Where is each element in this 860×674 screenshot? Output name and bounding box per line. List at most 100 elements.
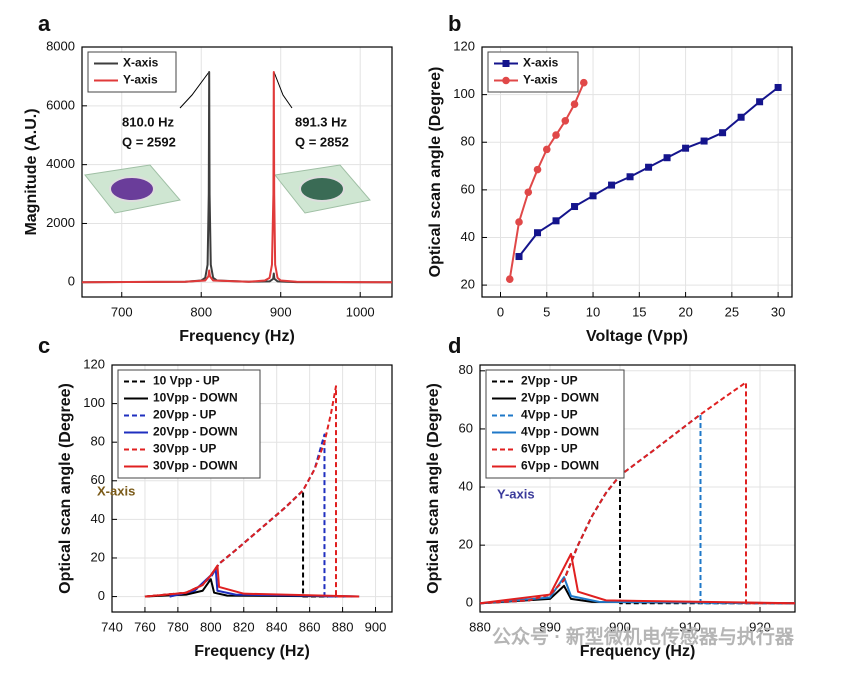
- x-tick-label: 30: [771, 304, 785, 319]
- y-tick-label: 80: [459, 362, 473, 377]
- marker: [608, 181, 616, 189]
- marker: [571, 203, 579, 211]
- marker: [663, 154, 671, 162]
- legend-label: 4Vpp - DOWN: [521, 425, 599, 439]
- marker: [570, 100, 579, 108]
- y-tick-label: 100: [83, 395, 105, 410]
- pointer: [179, 71, 210, 109]
- marker: [589, 192, 597, 200]
- legend-label: 6Vpp - UP: [521, 442, 578, 456]
- series-line: [518, 86, 779, 258]
- x-axis-title: Frequency (Hz): [194, 643, 310, 660]
- marker: [737, 113, 745, 121]
- marker: [533, 165, 542, 174]
- y-tick-label: 0: [466, 595, 473, 610]
- marker: [552, 131, 560, 139]
- x-tick-label: 740: [101, 619, 123, 634]
- y-tick-label: 6000: [46, 97, 75, 112]
- x-tick-label: 800: [190, 304, 212, 319]
- y-tick-label: 60: [91, 472, 105, 487]
- y-tick-label: 4000: [46, 156, 75, 171]
- y-tick-label: 80: [461, 134, 475, 149]
- panel-label: a: [38, 11, 51, 36]
- x-axis-title: Frequency (Hz): [580, 643, 696, 660]
- x-tick-label: 900: [270, 304, 292, 319]
- series-line: [144, 385, 360, 598]
- legend-label: 30Vpp - DOWN: [153, 459, 238, 473]
- annotation: Q = 2592: [122, 134, 176, 149]
- marker: [524, 188, 533, 197]
- annotation: Y-axis: [497, 486, 535, 501]
- y-axis-title: Optical scan angle (Degree): [427, 67, 444, 278]
- series-line: [479, 552, 796, 605]
- series-line: [144, 489, 360, 598]
- marker: [542, 145, 551, 154]
- x-tick-label: 780: [167, 619, 189, 634]
- y-tick-label: 0: [98, 588, 105, 603]
- watermark: 公众号 · 新型微机电传感器与执行器: [492, 625, 795, 648]
- y-axis-title: Optical scan angle (Degree): [57, 383, 74, 594]
- y-tick-label: 40: [461, 229, 475, 244]
- legend-box: [87, 51, 177, 93]
- y-tick-label: 60: [461, 181, 475, 196]
- legend-label: 30Vpp - UP: [153, 442, 216, 456]
- x-tick-label: 860: [299, 619, 321, 634]
- x-tick-label: 920: [749, 619, 771, 634]
- legend-label: 2Vpp - UP: [521, 374, 578, 388]
- x-tick-label: 760: [134, 619, 156, 634]
- marker: [561, 117, 570, 125]
- y-tick-label: 120: [83, 356, 105, 371]
- panel-label: d: [448, 333, 461, 358]
- x-tick-label: 840: [266, 619, 288, 634]
- marker: [515, 253, 523, 261]
- y-tick-label: 20: [459, 537, 473, 552]
- x-tick-label: 0: [497, 304, 504, 319]
- x-tick-label: 880: [332, 619, 354, 634]
- marker: [645, 163, 653, 171]
- y-tick-label: 120: [453, 38, 475, 53]
- marker: [515, 218, 523, 226]
- marker: [682, 144, 690, 152]
- inset-mirror: [299, 176, 345, 202]
- y-tick-label: 8000: [46, 38, 75, 53]
- x-tick-label: 900: [365, 619, 387, 634]
- legend-label: X-axis: [523, 56, 559, 70]
- legend-label: Y-axis: [123, 73, 158, 87]
- x-tick-label: 20: [678, 304, 692, 319]
- x-tick-label: 25: [725, 304, 739, 319]
- marker: [756, 98, 764, 106]
- legend-label: 6Vpp - DOWN: [521, 459, 599, 473]
- legend-label: 2Vpp - DOWN: [521, 391, 599, 405]
- panel-label: b: [448, 11, 461, 36]
- y-axis-title: Optical scan angle (Degree): [425, 383, 442, 594]
- y-tick-label: 2000: [46, 215, 75, 230]
- marker: [700, 137, 708, 145]
- marker: [774, 83, 782, 91]
- series-line: [81, 71, 393, 284]
- series-line: [479, 576, 796, 605]
- marker: [505, 275, 514, 283]
- legend-label: 20Vpp - UP: [153, 408, 216, 422]
- legend-box: [117, 369, 261, 479]
- x-tick-label: 15: [632, 304, 646, 319]
- legend-marker: [502, 60, 510, 67]
- pointer: [273, 71, 293, 109]
- marker: [534, 229, 542, 237]
- legend-label: X-axis: [123, 56, 159, 70]
- legend-label: Y-axis: [523, 73, 558, 87]
- legend-label: 4Vpp - UP: [521, 408, 578, 422]
- y-tick-label: 40: [459, 478, 473, 493]
- plot-frame: [111, 364, 393, 613]
- y-tick-label: 100: [453, 86, 475, 101]
- x-tick-label: 700: [111, 304, 133, 319]
- x-tick-label: 800: [200, 619, 222, 634]
- legend-marker: [502, 76, 510, 85]
- x-axis-title: Voltage (Vpp): [586, 328, 688, 345]
- x-tick-label: 900: [609, 619, 631, 634]
- x-tick-label: 10: [586, 304, 600, 319]
- legend-box: [485, 369, 625, 479]
- plot-frame: [81, 46, 393, 298]
- y-tick-label: 20: [91, 549, 105, 564]
- series-line: [144, 564, 360, 598]
